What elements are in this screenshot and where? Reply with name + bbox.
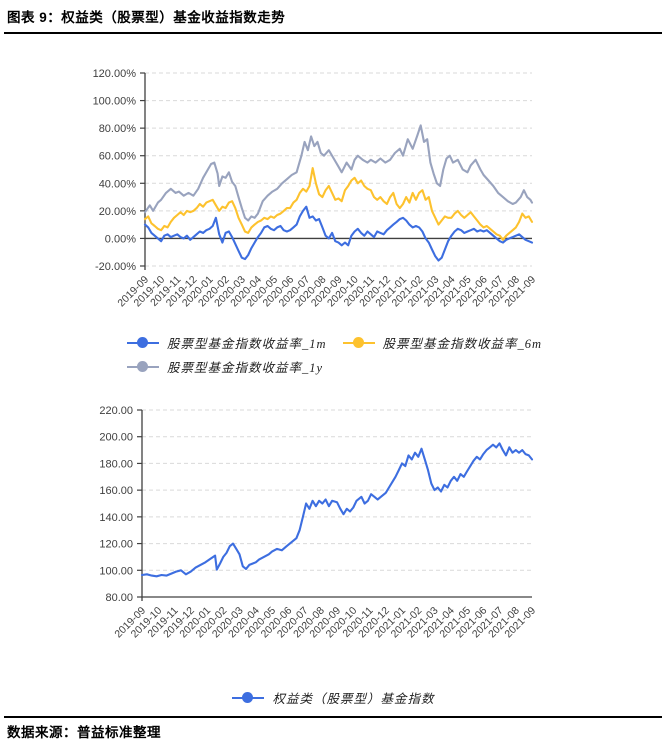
legend-label: 股票型基金指数收益率_1m xyxy=(167,337,327,351)
legend-marker-icon xyxy=(127,361,159,373)
returns-chart-legend: 股票型基金指数收益率_1m 股票型基金指数收益率_6m 股票型基金指数收益率_1y xyxy=(127,333,597,376)
y-axis-label: 80.00 xyxy=(105,592,133,604)
y-axis-label: 20.00% xyxy=(99,206,137,218)
legend-marker-icon xyxy=(127,337,159,349)
data-source: 数据来源：普益标准整理 xyxy=(7,725,161,740)
y-axis-label: 100.00% xyxy=(93,96,137,108)
legend-label: 股票型基金指数收益率_1y xyxy=(167,361,324,375)
footer-divider xyxy=(4,716,662,718)
y-axis-label: 80.00% xyxy=(99,123,137,135)
series-line xyxy=(140,442,534,578)
title-divider xyxy=(4,32,662,34)
legend-marker-icon xyxy=(232,692,265,704)
legend-item: 股票型基金指数收益率_6m xyxy=(342,333,543,352)
legend-label: 股票型基金指数收益率_6m xyxy=(382,337,543,351)
legend-marker-icon xyxy=(342,337,375,349)
index-chart-legend: 权益类（股票型）基金指数 xyxy=(0,688,667,707)
y-axis-label: -20.00% xyxy=(95,261,136,273)
y-axis-label: 40.00% xyxy=(99,178,137,190)
y-axis-label: 0.00% xyxy=(105,233,136,245)
y-axis-label: 180.00 xyxy=(99,458,133,470)
legend-item: 股票型基金指数收益率_1m xyxy=(127,333,327,352)
y-axis-label: 60.00% xyxy=(99,151,137,163)
returns-line-chart: -20.00% 0.00% 20.00% 40.00% 60.00% 80.00% 100.… xyxy=(93,68,539,309)
y-axis-label: 140.00 xyxy=(99,512,133,524)
series-line xyxy=(143,167,534,241)
legend-label: 权益类（股票型）基金指数 xyxy=(272,692,435,706)
legend-item: 权益类（股票型）基金指数 xyxy=(232,688,434,707)
figure-title: 图表 9：权益类（股票型）基金收益指数走势 xyxy=(7,10,286,25)
index-line-chart: 80.00 100.00 120.00 140.00 160.00 180.00 200.0… xyxy=(99,405,538,640)
y-axis-label: 120.00 xyxy=(99,539,133,551)
y-axis-label: 160.00 xyxy=(99,485,133,497)
series-line xyxy=(143,205,534,262)
y-axis-label: 220.00 xyxy=(99,405,133,417)
y-axis-label: 120.00% xyxy=(93,68,137,80)
y-axis-label: 200.00 xyxy=(99,432,133,444)
series-line xyxy=(143,124,534,222)
legend-item: 股票型基金指数收益率_1y xyxy=(127,357,323,376)
y-axis-label: 100.00 xyxy=(99,565,133,577)
